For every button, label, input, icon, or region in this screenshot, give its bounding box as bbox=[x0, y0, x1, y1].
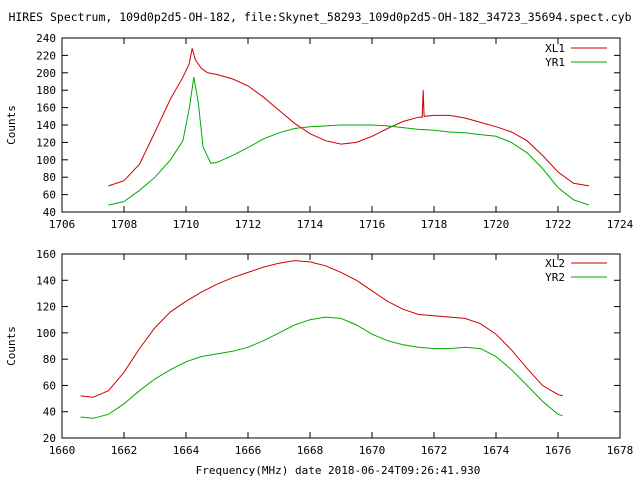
x-tick-label: 1672 bbox=[421, 444, 448, 457]
x-tick-label: 1674 bbox=[483, 444, 510, 457]
top-spectrum-panel: 1706 1708 1710 1712 1714 1716 1718 1720 1722 1724… bbox=[5, 32, 634, 231]
y-tick-label: 80 bbox=[43, 353, 56, 366]
x-tick-label: 1706 bbox=[49, 218, 76, 231]
x-tick-label: 1718 bbox=[421, 218, 448, 231]
y-tick-label: 80 bbox=[43, 171, 56, 184]
x-tick-label: 1660 bbox=[49, 444, 76, 457]
legend-label: YR1 bbox=[545, 56, 565, 69]
bottom-spectrum-panel: 1660 1662 1664 1666 1668 1670 1672 1674 1676 1678… bbox=[5, 248, 633, 457]
y-tick-label: 60 bbox=[43, 189, 56, 202]
series-line-yr2 bbox=[80, 316, 563, 419]
y-tick-label: 60 bbox=[43, 379, 56, 392]
x-tick-label: 1678 bbox=[607, 444, 634, 457]
legend-label: XL2 bbox=[545, 257, 565, 270]
y-axis-label: Counts bbox=[5, 105, 18, 145]
x-axis-label: Frequency(MHz) date 2018-06-24T09:26:41.… bbox=[196, 464, 481, 477]
chart-title: HIRES Spectrum, 109d0p2d5-OH-182, file:S… bbox=[8, 10, 631, 24]
y-axis-label: Counts bbox=[5, 326, 18, 366]
x-tick-label: 1714 bbox=[297, 218, 324, 231]
y-tick-label: 100 bbox=[36, 327, 56, 340]
series-line-xl1 bbox=[108, 48, 590, 187]
series-line-xl2 bbox=[80, 260, 563, 398]
y-tick-label: 40 bbox=[43, 406, 56, 419]
y-tick-label: 160 bbox=[36, 248, 56, 261]
x-tick-label: 1668 bbox=[297, 444, 324, 457]
y-tick-label: 140 bbox=[36, 119, 56, 132]
y-tick-label: 180 bbox=[36, 84, 56, 97]
y-tick-label: 140 bbox=[36, 274, 56, 287]
y-tick-label: 120 bbox=[36, 301, 56, 314]
x-tick-label: 1708 bbox=[111, 218, 138, 231]
y-tick-label: 240 bbox=[36, 32, 56, 45]
x-tick-label: 1662 bbox=[111, 444, 138, 457]
y-tick-label: 160 bbox=[36, 102, 56, 115]
x-tick-label: 1716 bbox=[359, 218, 386, 231]
y-tick-label: 200 bbox=[36, 67, 56, 80]
legend-label: XL1 bbox=[545, 42, 565, 55]
legend-label: YR2 bbox=[545, 271, 565, 284]
y-tick-label: 40 bbox=[43, 206, 56, 219]
x-tick-label: 1670 bbox=[359, 444, 386, 457]
x-tick-label: 1676 bbox=[545, 444, 572, 457]
x-tick-label: 1664 bbox=[173, 444, 200, 457]
series-line-yr1 bbox=[108, 77, 590, 206]
x-tick-label: 1712 bbox=[235, 218, 262, 231]
x-tick-label: 1724 bbox=[607, 218, 634, 231]
plot-frame bbox=[61, 253, 621, 439]
y-tick-label: 20 bbox=[43, 432, 56, 445]
x-tick-label: 1666 bbox=[235, 444, 262, 457]
y-tick-label: 100 bbox=[36, 154, 56, 167]
x-tick-label: 1720 bbox=[483, 218, 510, 231]
y-tick-label: 120 bbox=[36, 136, 56, 149]
x-tick-label: 1722 bbox=[545, 218, 572, 231]
x-tick-label: 1710 bbox=[173, 218, 200, 231]
y-tick-label: 220 bbox=[36, 49, 56, 62]
